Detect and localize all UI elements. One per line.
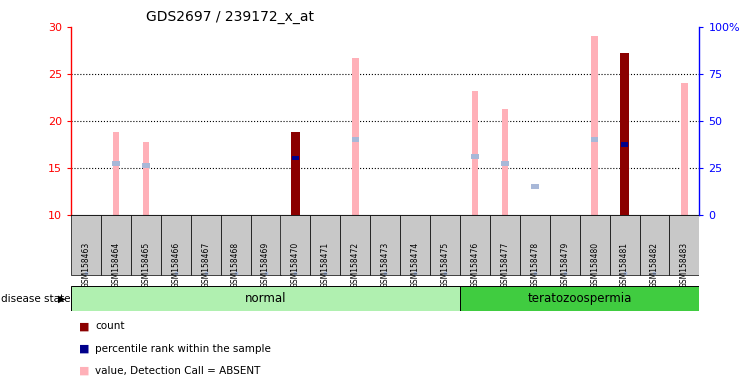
Text: GSM158480: GSM158480 [590, 242, 599, 288]
Text: GSM158463: GSM158463 [82, 242, 91, 288]
Text: GSM158464: GSM158464 [111, 242, 120, 288]
Bar [531, 184, 539, 189]
Bar [681, 83, 687, 215]
Bar [580, 215, 610, 275]
Bar [161, 215, 191, 275]
Bar [291, 132, 300, 215]
Bar [370, 215, 400, 275]
Bar [621, 152, 628, 156]
Text: GSM158479: GSM158479 [560, 242, 569, 288]
Bar [352, 137, 359, 142]
Text: GSM158478: GSM158478 [530, 242, 539, 288]
Bar [472, 91, 478, 215]
Bar [280, 215, 310, 275]
Text: value, Detection Call = ABSENT: value, Detection Call = ABSENT [95, 366, 260, 376]
Bar [340, 215, 370, 275]
Text: GSM158470: GSM158470 [291, 242, 300, 288]
Text: ■: ■ [79, 321, 89, 331]
Bar [191, 215, 221, 275]
Bar [592, 36, 598, 215]
Bar [502, 109, 508, 215]
Bar [71, 286, 460, 311]
Text: GSM158483: GSM158483 [680, 242, 689, 288]
Text: GSM158466: GSM158466 [171, 242, 180, 288]
Bar [221, 215, 251, 275]
Bar [113, 132, 119, 215]
Text: GSM158468: GSM158468 [231, 242, 240, 288]
Bar [112, 161, 120, 166]
Bar [620, 53, 629, 215]
Text: count: count [95, 321, 124, 331]
Bar [430, 215, 460, 275]
Bar [310, 215, 340, 275]
Bar [490, 215, 520, 275]
Bar [292, 156, 298, 160]
Bar [71, 215, 101, 275]
Text: GSM158465: GSM158465 [141, 242, 150, 288]
Text: GSM158467: GSM158467 [201, 242, 210, 288]
Bar [251, 215, 280, 275]
Text: ▶: ▶ [58, 293, 66, 304]
Bar [622, 142, 628, 147]
Text: percentile rank within the sample: percentile rank within the sample [95, 344, 271, 354]
Bar [131, 215, 161, 275]
Bar [501, 161, 509, 166]
Text: GSM158471: GSM158471 [321, 242, 330, 288]
Bar [352, 58, 358, 215]
Text: teratozoospermia: teratozoospermia [527, 292, 632, 305]
Bar [400, 215, 430, 275]
Text: GSM158482: GSM158482 [650, 242, 659, 288]
Text: GSM158475: GSM158475 [441, 242, 450, 288]
Text: ■: ■ [79, 344, 89, 354]
Bar [591, 137, 598, 142]
Bar [471, 154, 479, 159]
Bar [101, 215, 131, 275]
Bar [550, 215, 580, 275]
Bar [610, 215, 640, 275]
Text: normal: normal [245, 292, 286, 305]
Text: GSM158476: GSM158476 [470, 242, 479, 288]
Text: GSM158477: GSM158477 [500, 242, 509, 288]
Text: GSM158472: GSM158472 [351, 242, 360, 288]
Text: disease state: disease state [1, 293, 70, 304]
Bar [143, 142, 149, 215]
Text: GSM158481: GSM158481 [620, 242, 629, 288]
Bar [520, 215, 550, 275]
Text: GSM158469: GSM158469 [261, 242, 270, 288]
Bar [640, 215, 669, 275]
Bar [669, 215, 699, 275]
Text: GSM158473: GSM158473 [381, 242, 390, 288]
Bar [460, 286, 699, 311]
Text: GDS2697 / 239172_x_at: GDS2697 / 239172_x_at [147, 10, 314, 25]
Bar [460, 215, 490, 275]
Bar [142, 163, 150, 167]
Text: ■: ■ [79, 366, 89, 376]
Text: GSM158474: GSM158474 [411, 242, 420, 288]
